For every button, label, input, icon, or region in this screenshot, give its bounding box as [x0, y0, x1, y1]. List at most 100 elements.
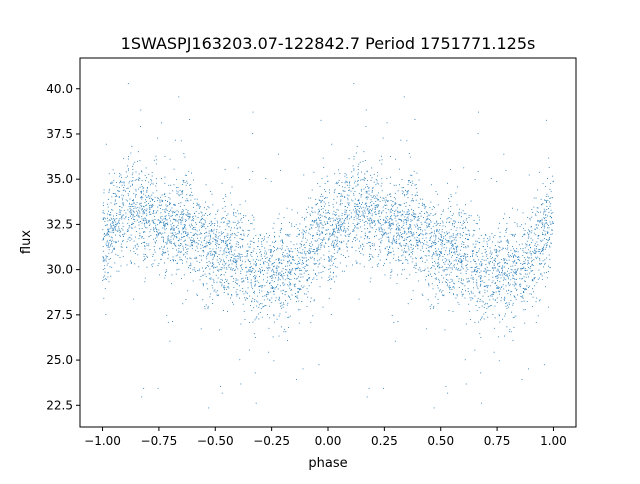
data-point — [538, 251, 540, 252]
data-point — [356, 212, 358, 214]
data-point — [199, 206, 201, 208]
data-point — [517, 258, 519, 260]
data-point — [338, 218, 340, 219]
data-point — [219, 281, 221, 283]
data-point — [451, 245, 453, 247]
data-point — [351, 171, 353, 173]
data-point — [537, 220, 539, 221]
data-point — [447, 182, 448, 184]
data-point — [164, 224, 166, 226]
data-point — [408, 231, 410, 233]
data-point — [349, 189, 351, 191]
data-point — [460, 281, 462, 283]
data-point — [122, 229, 124, 231]
data-point — [410, 233, 412, 235]
data-point — [216, 239, 218, 241]
data-point — [296, 250, 298, 252]
data-point — [126, 264, 128, 266]
data-point — [492, 241, 493, 243]
data-point — [285, 256, 287, 258]
data-point — [440, 267, 442, 269]
data-point — [249, 274, 251, 275]
data-point — [136, 219, 138, 221]
data-point — [503, 278, 505, 280]
data-point — [284, 254, 286, 256]
data-point — [163, 245, 165, 247]
data-point — [142, 242, 144, 243]
data-point — [523, 251, 525, 253]
data-point — [532, 270, 534, 272]
data-point — [203, 218, 205, 220]
data-point — [541, 275, 543, 277]
data-point — [366, 209, 368, 211]
data-point — [114, 203, 116, 205]
data-point — [120, 211, 122, 213]
data-point — [177, 228, 179, 230]
data-point — [144, 212, 146, 214]
data-point — [310, 197, 312, 199]
data-point — [307, 296, 309, 298]
data-point — [174, 219, 176, 221]
data-point — [479, 285, 481, 287]
data-point — [248, 261, 250, 263]
data-point — [281, 270, 283, 272]
data-point — [170, 232, 172, 234]
data-point — [384, 248, 386, 250]
data-point — [152, 183, 154, 185]
data-point — [408, 227, 410, 229]
data-point — [491, 295, 493, 297]
data-point — [107, 246, 109, 248]
data-point — [378, 210, 380, 212]
data-point — [243, 280, 245, 282]
data-point — [256, 316, 258, 318]
data-point — [440, 251, 442, 253]
data-point — [303, 263, 304, 264]
data-point — [364, 173, 366, 175]
data-point — [169, 340, 171, 342]
data-point — [102, 256, 104, 258]
data-point — [324, 246, 325, 248]
data-point — [533, 274, 535, 275]
data-point — [154, 196, 156, 198]
data-point — [549, 188, 551, 190]
data-point — [405, 222, 407, 224]
data-point — [212, 261, 214, 263]
data-point — [522, 267, 524, 269]
data-point — [187, 232, 189, 234]
data-point — [189, 257, 191, 259]
data-point — [168, 214, 170, 216]
data-point — [449, 288, 451, 290]
data-point — [410, 256, 412, 258]
data-point — [162, 222, 164, 223]
data-point — [320, 195, 322, 197]
data-point — [291, 269, 293, 271]
data-point — [419, 257, 421, 259]
data-point — [214, 243, 216, 245]
data-point — [379, 246, 381, 247]
data-point — [204, 233, 205, 234]
data-point — [175, 234, 177, 236]
data-point — [119, 231, 121, 233]
data-point — [504, 299, 506, 301]
data-point — [368, 231, 370, 233]
data-point — [186, 180, 188, 182]
data-point — [342, 223, 344, 225]
data-point — [219, 329, 220, 331]
data-point — [472, 250, 474, 252]
data-point — [382, 197, 384, 199]
data-point — [191, 219, 193, 221]
data-point — [116, 223, 118, 225]
data-point — [236, 283, 238, 285]
data-point — [376, 264, 378, 266]
data-point — [526, 263, 528, 265]
data-point — [426, 216, 428, 218]
data-point — [182, 216, 183, 218]
data-point — [131, 213, 133, 215]
data-point — [167, 236, 169, 238]
data-point — [227, 286, 229, 288]
data-point — [450, 278, 452, 280]
data-point — [449, 201, 451, 202]
data-point — [198, 212, 200, 214]
data-point — [178, 238, 180, 240]
data-point — [347, 199, 349, 201]
